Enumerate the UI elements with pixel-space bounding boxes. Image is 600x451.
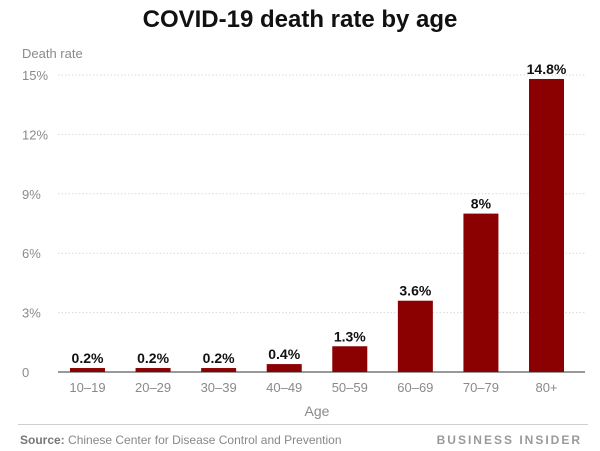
bar xyxy=(529,78,564,373)
gridlines xyxy=(58,74,585,373)
bar xyxy=(397,300,433,372)
y-tick-label: 3% xyxy=(22,306,41,321)
y-tick-label: 15% xyxy=(22,68,48,83)
data-label: 8% xyxy=(471,196,492,212)
brand-logo-text: BUSINESS INSIDER xyxy=(436,433,582,447)
x-tick-label: 70–79 xyxy=(463,380,499,395)
x-tick-label: 10–19 xyxy=(69,380,105,395)
x-tick-label: 40–49 xyxy=(266,380,302,395)
bar xyxy=(201,368,237,372)
y-tick-label: 9% xyxy=(22,187,41,202)
x-tick-label: 20–29 xyxy=(135,380,171,395)
bars xyxy=(70,78,564,373)
y-tick-label: 0 xyxy=(22,365,29,380)
x-tick-label: 50–59 xyxy=(332,380,368,395)
data-label: 1.3% xyxy=(334,328,366,344)
bar xyxy=(266,364,302,372)
x-axis-label: Age xyxy=(305,403,330,419)
data-label: 0.2% xyxy=(203,350,235,366)
y-axis-label: Death rate xyxy=(22,46,83,61)
data-label: 3.6% xyxy=(399,283,431,299)
data-label: 0.2% xyxy=(72,350,104,366)
chart-title: COVID-19 death rate by age xyxy=(142,6,458,33)
bar xyxy=(463,213,499,372)
x-tick-labels: 10–19 20–29 30–39 40–49 50–59 60–69 70–79 80+ xyxy=(69,380,557,395)
y-tick-label: 6% xyxy=(22,246,41,261)
data-labels: 0.2% 0.2% 0.2% 0.4% 1.3% 3.6% 8% 14.8% xyxy=(72,61,567,366)
data-label: 0.4% xyxy=(268,346,300,362)
x-tick-label: 80+ xyxy=(535,380,557,395)
x-tick-label: 30–39 xyxy=(201,380,237,395)
bar xyxy=(332,346,368,372)
data-label: 0.2% xyxy=(137,350,169,366)
y-tick-labels: 0 3% 6% 9% 12% 15% xyxy=(22,68,48,380)
y-tick-label: 12% xyxy=(22,127,48,142)
source-text: Chinese Center for Disease Control and P… xyxy=(68,433,342,447)
data-label: 14.8% xyxy=(527,61,567,77)
bar xyxy=(70,368,105,372)
bar xyxy=(135,368,171,372)
x-tick-label: 60–69 xyxy=(397,380,433,395)
footer-divider xyxy=(18,424,588,425)
source-note: Source: Chinese Center for Disease Contr… xyxy=(20,433,342,447)
source-label: Source: xyxy=(20,433,65,447)
